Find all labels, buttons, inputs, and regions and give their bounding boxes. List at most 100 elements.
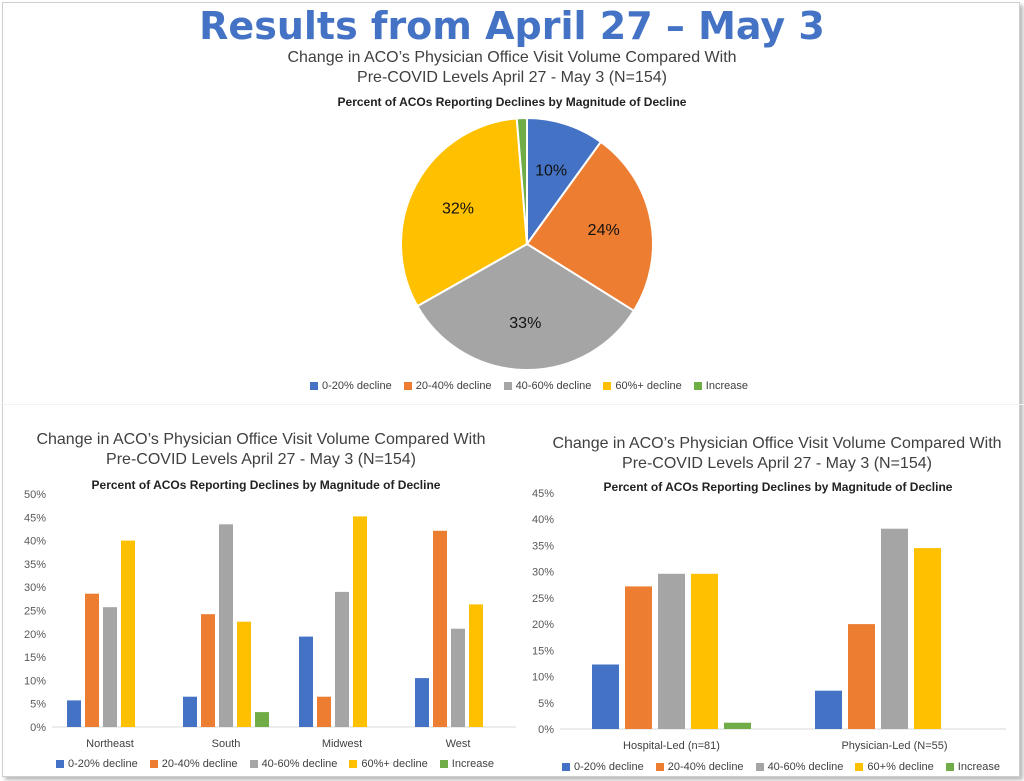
region-y-tick-label: 5% [30,699,46,711]
legend-swatch [439,760,448,768]
legend-label: 60%+ decline [615,380,682,392]
leadership-y-tick-label: 0% [538,724,554,736]
pie-legend-item-60-decline: 60%+ decline [603,380,682,392]
legend-label: 60+% decline [867,761,934,773]
pie-legend-item-40-60-decline: 40-60% decline [503,380,592,392]
region-legend-item-60-decline: 60%+ decline [349,758,428,770]
leadership-bar-physician-led-n-55-0-20-decline [815,690,842,729]
region-y-tick-label: 35% [24,559,46,571]
leadership-bar-hospital-led-n-81-20-40-decline [625,586,652,729]
region-bar-south-40-60-decline [219,524,233,727]
region-y-tick-label: 20% [24,629,46,641]
region-legend-item-increase: Increase [439,758,494,770]
region-y-tick-label: 0% [30,722,46,734]
legend-label: Increase [705,380,748,392]
region-legend-item-40-60-decline: 40-60% decline [249,758,338,770]
legend-label: 40-60% decline [767,761,844,773]
legend-swatch [562,763,570,771]
legend-swatch [603,382,612,390]
region-bar-south-increase [255,712,269,727]
legend-label: 20-40% decline [161,758,238,770]
region-y-tick-label: 30% [24,582,46,594]
legend-swatch [249,760,258,768]
pie-chart-title-line2: Pre-COVID Levels April 27 - May 3 (N=154… [357,69,667,86]
region-bar-midwest-0-20-decline [299,636,313,727]
leadership-y-tick-label: 20% [532,619,554,631]
region-legend-item-20-40-decline: 20-40% decline [149,758,238,770]
region-y-tick-label: 10% [24,675,46,687]
pie-slice-20-40-decline [525,140,654,313]
leadership-legend-item-0-20-decline: 0-20% decline [562,761,644,773]
legend-label: 20-40% decline [415,380,492,392]
leadership-y-tick-label: 25% [532,593,554,605]
slide-title: Results from April 27 – May 3 [199,4,825,48]
legend-swatch [945,763,954,771]
legend-label: 60%+ decline [361,758,428,770]
region-bar-west-60-decline [469,604,483,727]
legend-swatch [855,763,864,771]
region-bar-northeast-60-decline [121,540,135,727]
region-bar-northeast-0-20-decline [67,700,81,727]
legend-label: Increase [957,761,1000,773]
region-bar-midwest-20-40-decline [317,696,331,727]
legend-swatch [349,760,358,768]
leadership-chart-title-line1: Change in ACO’s Physician Office Visit V… [552,435,1002,452]
region-bar-midwest-40-60-decline [335,591,349,727]
region-legend-item-0-20-decline: 0-20% decline [56,758,138,770]
pie-data-label: 33% [509,315,541,332]
leadership-y-tick-label: 15% [532,645,554,657]
pie-data-label: 24% [588,222,620,239]
region-bar-west-0-20-decline [415,678,429,727]
pie-chart-title: Change in ACO’s Physician Office Visit V… [262,48,762,88]
legend-label: 0-20% decline [68,758,138,770]
pie-slice-60-decline [400,117,529,308]
leadership-legend-item-60-decline: 60+% decline [855,761,934,773]
leadership-y-tick-label: 30% [532,567,554,579]
region-chart-title: Change in ACO’s Physician Office Visit V… [16,430,506,470]
pie-legend-item-20-40-decline: 20-40% decline [403,380,492,392]
region-bar-northeast-20-40-decline [85,593,99,727]
leadership-chart-legend: 0-20% decline 20-40% decline 40-60% declin… [562,761,1000,773]
pie-chart-subtitle: Percent of ACOs Reporting Declines by Ma… [337,95,687,109]
legend-label: 20-40% decline [667,761,744,773]
leadership-x-category-label: Physician-Led (N=55) [841,740,947,752]
leadership-chart-title-line2: Pre-COVID Levels April 27 - May 3 (N=154… [622,455,932,472]
region-y-tick-label: 45% [24,512,46,524]
pie-slice-0-20-decline [526,116,603,248]
region-bar-west-40-60-decline [451,628,465,727]
region-y-tick-label: 40% [24,536,46,548]
pie-data-label: 10% [535,163,567,180]
region-bar-south-60-decline [237,621,251,727]
legend-label: 40-60% decline [515,380,592,392]
leadership-y-tick-label: 5% [538,698,554,710]
legend-swatch [655,763,664,771]
leadership-bar-physician-led-n-55-60-decline [914,548,941,729]
region-chart-title-line2: Pre-COVID Levels April 27 - May 3 (N=154… [106,451,416,468]
pie-chart-title-line1: Change in ACO’s Physician Office Visit V… [287,49,737,66]
leadership-bar-hospital-led-n-81-increase [724,722,751,729]
pie-slice-increase [515,116,528,245]
region-bar-midwest-60-decline [353,516,367,727]
region-x-category-label: Northeast [86,738,134,750]
legend-label: 40-60% decline [261,758,338,770]
pie-legend-item-increase: Increase [693,380,748,392]
pie-chart-legend: 0-20% decline 20-40% decline 40-60% declin… [310,380,748,392]
leadership-legend-item-increase: Increase [945,761,1000,773]
legend-label: 0-20% decline [322,380,392,392]
leadership-bar-physician-led-n-55-20-40-decline [848,624,875,729]
region-x-category-label: Midwest [322,738,362,750]
section-divider [0,404,1024,405]
legend-label: 0-20% decline [574,761,644,773]
region-bar-south-0-20-decline [183,696,197,727]
leadership-y-tick-label: 40% [532,514,554,526]
region-y-tick-label: 50% [24,489,46,501]
region-y-tick-label: 15% [24,652,46,664]
region-x-category-label: South [212,738,241,750]
leadership-y-tick-label: 10% [532,672,554,684]
legend-swatch [310,382,318,390]
region-chart-subtitle: Percent of ACOs Reporting Declines by Ma… [91,478,441,492]
region-bar-northeast-40-60-decline [103,607,117,727]
region-chart-title-line1: Change in ACO’s Physician Office Visit V… [36,431,486,448]
leadership-legend-item-40-60-decline: 40-60% decline [755,761,844,773]
